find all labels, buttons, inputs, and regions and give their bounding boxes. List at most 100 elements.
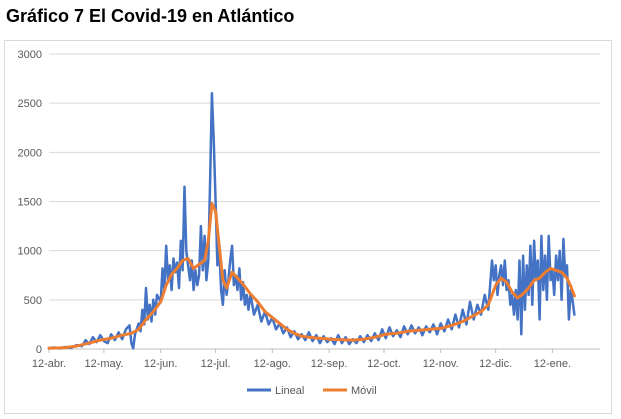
data-point [231,271,233,273]
data-point [110,333,112,335]
data-point [520,333,522,335]
data-point [561,271,563,273]
x-axis-ticks: 12-abr. 12-may. 12-jun. 12-jul. 12-ago. 12-se… [32,349,571,370]
data-point [518,259,521,262]
data-point [293,332,295,334]
data-point [496,294,499,296]
data-point [216,264,218,266]
data-point [247,309,250,311]
data-point [304,339,306,341]
data-point [211,202,213,205]
x-tick-label: 12-may. [84,358,123,370]
data-point [462,309,464,311]
data-point [121,334,123,336]
data-point [348,343,350,345]
data-point [193,267,195,269]
data-point [498,274,500,276]
data-point [75,345,78,347]
data-point [418,326,420,328]
data-point [150,320,153,323]
data-point [107,342,109,344]
data-point [388,326,391,328]
data-point [99,334,101,336]
data-point [204,235,206,237]
data-point [319,337,321,339]
series-movil [47,202,576,350]
y-tick-label: 2000 [18,147,42,159]
data-point [176,267,178,269]
data-point [149,304,151,306]
data-point [436,333,438,335]
data-point [183,186,186,188]
y-axis-ticks: 0 500 1000 1500 2000 2500 3000 [18,49,42,356]
data-point [573,295,576,297]
data-point [370,340,372,342]
data-point [418,329,420,331]
data-point [130,342,132,344]
data-point [533,279,535,281]
data-point [85,339,87,341]
x-tick-label: 12-ene. [534,358,571,370]
data-point [118,331,120,333]
data-point [187,257,189,260]
data-point [152,311,154,313]
data-point [222,279,224,281]
data-point [171,273,173,275]
data-point [553,294,555,296]
data-point [429,331,431,333]
data-point [511,291,513,293]
data-point [172,257,175,260]
data-point [341,339,343,341]
data-point [182,259,184,262]
data-point [396,329,398,331]
gridlines [49,53,600,350]
legend-item: Lineal [247,385,304,397]
data-point [189,279,191,281]
data-point [473,318,475,321]
data-point [180,240,182,242]
data-point [399,336,402,338]
data-point [495,264,497,266]
data-point [275,328,277,330]
data-point [194,269,196,271]
data-point [571,299,574,301]
data-point [377,339,380,341]
data-point [500,264,502,266]
data-point [191,259,193,262]
data-point [215,200,217,203]
data-point [440,322,442,324]
data-point [473,315,475,317]
data-point [222,304,224,306]
data-point [407,330,409,332]
data-point [132,347,134,350]
data-point [229,259,231,262]
data-point [128,324,131,326]
data-point [196,284,198,286]
data-point [517,297,519,299]
y-tick-label: 3000 [18,49,42,61]
data-point [352,339,354,341]
data-point [345,336,347,338]
data-point [202,269,204,271]
data-point [506,289,508,291]
data-point [451,324,453,326]
x-tick-label: 12-jun. [144,358,178,370]
data-point [141,309,143,311]
data-point [432,323,434,325]
data-point [92,336,94,338]
legend-label: Móvil [351,385,377,397]
data-point [561,299,563,301]
series-line [47,92,576,350]
x-tick-label: 12-sep. [311,358,348,370]
data-point [231,245,233,247]
legend-item: Móvil [323,385,377,397]
data-point [271,316,273,319]
data-point [491,259,493,262]
data-point [544,271,546,273]
data-point [528,287,530,289]
data-point [500,277,502,279]
data-point [301,335,303,337]
data-point [312,340,314,342]
data-point [330,338,332,340]
